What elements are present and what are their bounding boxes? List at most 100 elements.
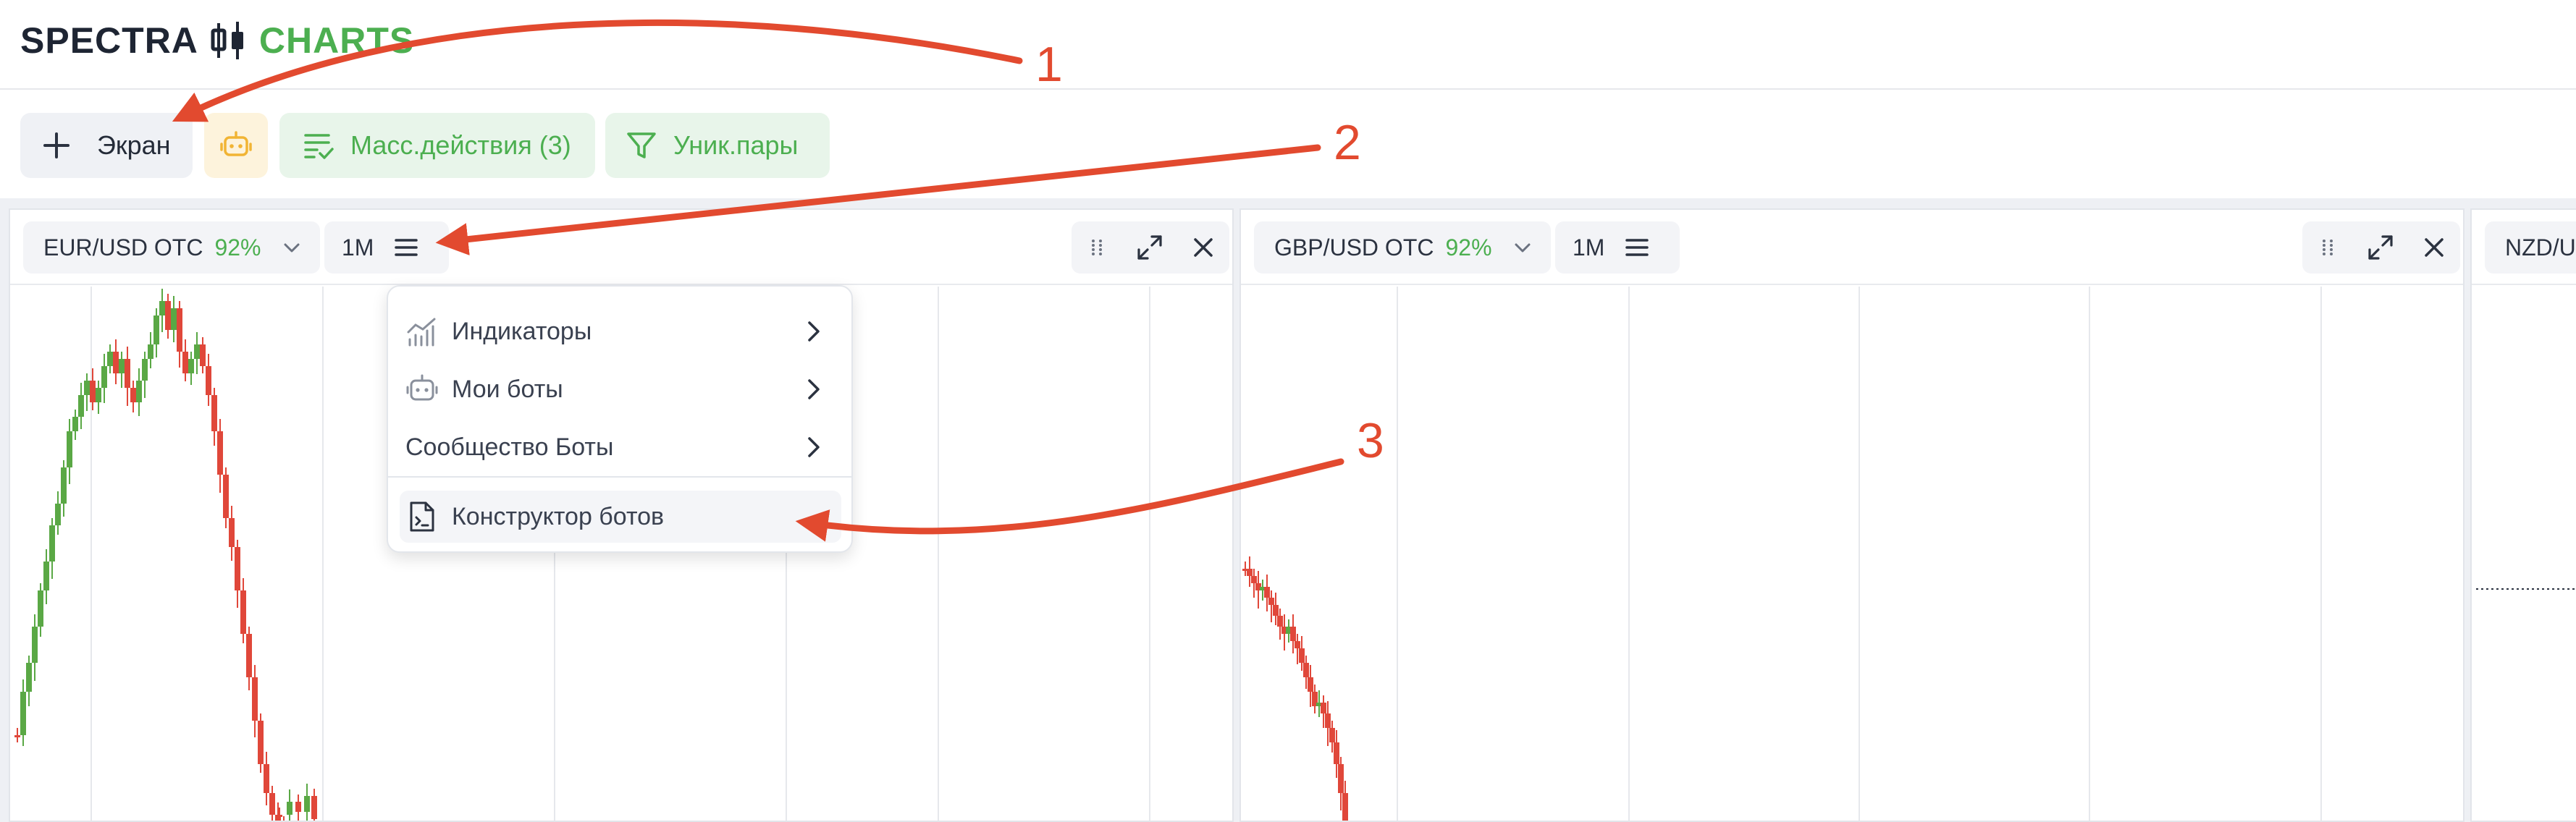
candle-body	[194, 344, 200, 359]
add-screen-label: Экран	[97, 130, 171, 160]
menu-item-my-bots[interactable]: Мои боты	[400, 363, 841, 415]
candle-body	[49, 525, 55, 562]
candlestick-logo-icon	[211, 22, 243, 59]
candlestick-chart	[1242, 287, 2322, 821]
checklist-icon	[304, 134, 334, 159]
candle-body	[90, 381, 96, 402]
candle-body	[264, 764, 269, 793]
candle-body	[246, 634, 252, 677]
drag-handle-icon[interactable]	[1086, 237, 1108, 258]
candle-body	[1273, 605, 1279, 616]
expand-icon[interactable]	[2367, 234, 2394, 261]
candle-body	[217, 431, 223, 475]
chevron-right-icon	[808, 437, 820, 457]
menu-divider	[388, 476, 851, 478]
candle-body	[1260, 587, 1266, 590]
candle-body	[1321, 703, 1326, 713]
menu-item-indicators[interactable]: Индикаторы	[400, 305, 841, 357]
unique-pairs-label: Уник.пары	[673, 130, 799, 160]
arrow-1	[172, 19, 1023, 122]
candle-body	[78, 395, 84, 417]
expand-icon[interactable]	[1136, 234, 1163, 261]
pair-name: EUR/USD OTC	[43, 234, 203, 260]
candle-body	[153, 315, 159, 344]
candle-body	[159, 301, 165, 315]
chart-area[interactable]	[10, 287, 1232, 821]
add-screen-button[interactable]: Экран	[20, 113, 193, 178]
menu-item-bot-builder[interactable]: Конструктор ботов	[400, 491, 841, 543]
logo-word-charts: CHARTS	[258, 20, 415, 61]
pair-selector[interactable]: NZD/US	[2485, 221, 2576, 274]
candle-body	[32, 627, 38, 663]
candle-body	[84, 381, 90, 395]
top-header: SPECTRA CHARTS	[0, 0, 2576, 90]
chart-area[interactable]	[2472, 287, 2576, 821]
timeframe-selector[interactable]: 1M	[1555, 221, 1680, 274]
candle-body	[1281, 627, 1287, 634]
candle-body	[275, 815, 281, 821]
bot-button[interactable]	[204, 113, 268, 178]
chart-area[interactable]	[1241, 287, 2463, 821]
chart-panel-header: EUR/USD OTC 92% 1M	[10, 210, 1232, 285]
candle-body	[1312, 692, 1318, 706]
candle-body	[1295, 641, 1300, 648]
drag-handle-icon[interactable]	[2317, 237, 2339, 258]
chart-panel-2: GBP/USD OTC 92% 1M	[1239, 208, 2465, 822]
pair-selector[interactable]: GBP/USD OTC 92%	[1254, 221, 1551, 274]
chart-options-menu: Индикаторы Мои боты Сообщество Боты	[387, 285, 853, 553]
menu-item-label: Индикаторы	[452, 317, 592, 345]
hamburger-menu-icon[interactable]	[394, 237, 418, 258]
close-icon[interactable]	[2423, 236, 2446, 259]
candle-body	[107, 352, 113, 366]
close-icon[interactable]	[1192, 236, 1215, 259]
candle-body	[14, 735, 20, 737]
candle-body	[188, 359, 194, 373]
candle-body	[1286, 627, 1292, 634]
candle-body	[200, 344, 206, 366]
candle-body	[1342, 793, 1348, 821]
candle-body	[96, 388, 101, 402]
candle-body	[1329, 728, 1335, 742]
candle-body	[229, 518, 235, 547]
candle-body	[26, 663, 32, 692]
chevron-down-icon	[1515, 243, 1531, 253]
candle-body	[43, 562, 49, 590]
chevron-right-icon	[808, 321, 820, 342]
candle-body	[1303, 663, 1309, 677]
candle-body	[142, 359, 148, 381]
candle-body	[1316, 703, 1322, 706]
candle-body	[38, 590, 43, 627]
candle-body	[61, 467, 67, 504]
unique-pairs-button[interactable]: Уник.пары	[605, 113, 830, 178]
candle-body	[258, 721, 264, 764]
pair-name: NZD/US	[2505, 234, 2576, 260]
candle-body	[311, 796, 317, 819]
callout-number-3: 3	[1357, 413, 1384, 468]
candle-body	[101, 366, 107, 388]
candle-body	[252, 677, 258, 721]
mass-actions-label: Масс.действия (3)	[350, 130, 571, 160]
mass-actions-button[interactable]: Масс.действия (3)	[279, 113, 595, 178]
bot-icon	[406, 374, 438, 401]
candle-body	[235, 547, 240, 590]
callout-number-2: 2	[1334, 115, 1361, 170]
pair-selector[interactable]: EUR/USD OTC 92%	[23, 221, 320, 274]
timeframe-label: 1M	[1573, 234, 1605, 260]
chart-panel-header: GBP/USD OTC 92% 1M	[1241, 210, 2463, 285]
app-logo[interactable]: SPECTRA CHARTS	[20, 19, 414, 62]
candle-body	[1308, 677, 1313, 692]
candle-body	[1299, 648, 1305, 663]
candle-body	[1277, 616, 1283, 627]
candle-body	[182, 352, 188, 373]
menu-item-community-bots[interactable]: Сообщество Боты	[400, 421, 841, 473]
candle-body	[1290, 627, 1296, 641]
hamburger-menu-icon[interactable]	[1625, 237, 1649, 258]
candle-body	[277, 815, 282, 817]
candle-body	[1251, 576, 1257, 583]
chart-panel-3: NZD/US	[2470, 208, 2576, 822]
candle-body	[1338, 764, 1344, 793]
timeframe-selector[interactable]: 1M	[324, 221, 449, 274]
chevron-right-icon	[808, 379, 820, 399]
candle-body	[1247, 569, 1253, 576]
